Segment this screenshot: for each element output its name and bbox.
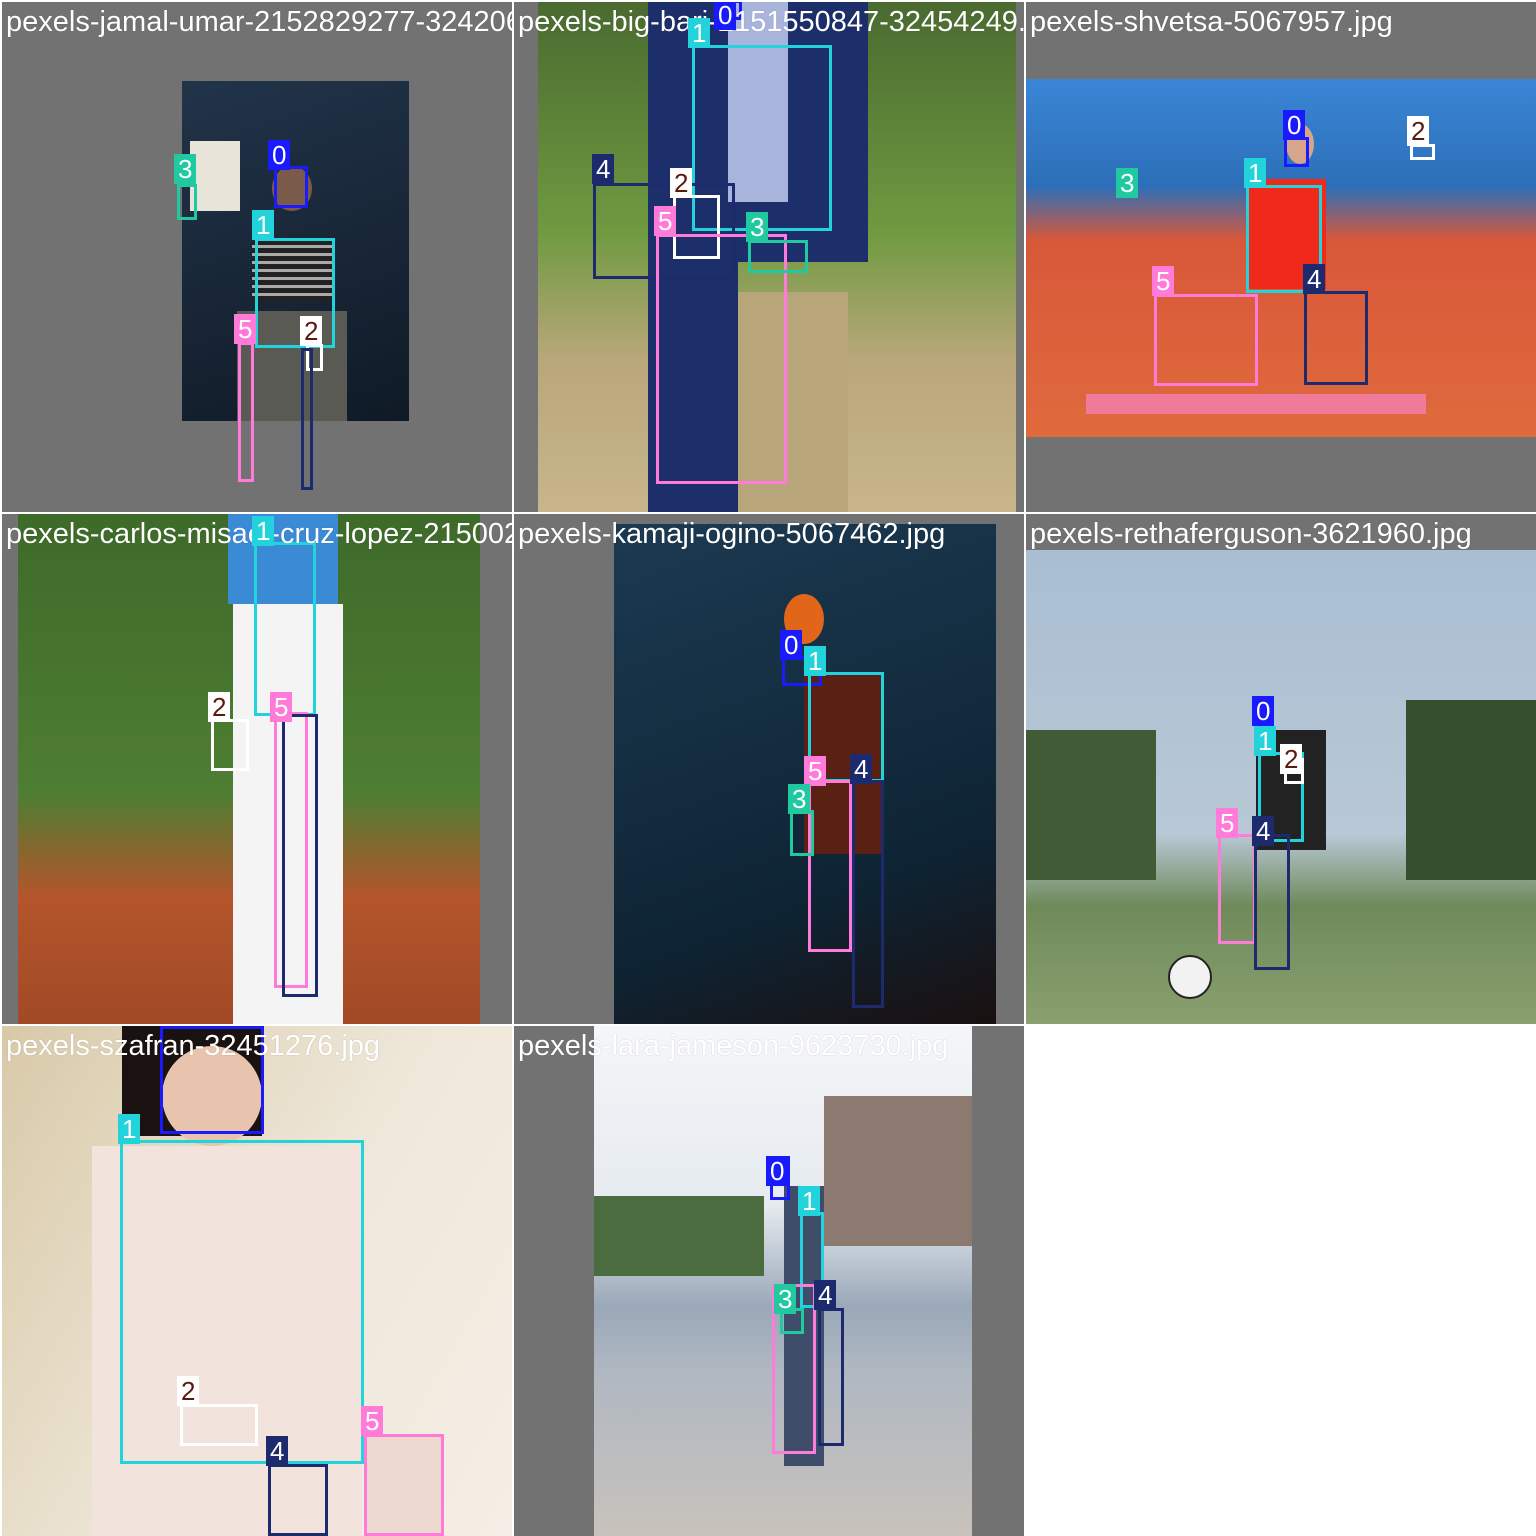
bbox-label-2: 2 bbox=[670, 168, 693, 198]
bbox-class-5 bbox=[656, 234, 787, 484]
bbox-label-4: 4 bbox=[266, 1436, 289, 1466]
bbox-label-5: 5 bbox=[804, 756, 827, 786]
bbox-label-1: 1 bbox=[798, 1186, 821, 1216]
bbox-label-3: 3 bbox=[746, 212, 769, 242]
tree-right bbox=[1406, 700, 1536, 880]
face bbox=[162, 1046, 262, 1146]
photo-woman-white-dress-garden bbox=[18, 514, 480, 1024]
bbox-label-0: 0 bbox=[766, 1156, 789, 1186]
blue-top bbox=[228, 514, 338, 604]
bbox-class-5 bbox=[808, 780, 852, 952]
bbox-label-5: 5 bbox=[361, 1406, 384, 1436]
striped-top bbox=[252, 241, 332, 301]
photo-woman-white-dress-bag bbox=[2, 1026, 512, 1536]
bbox-label-0: 0 bbox=[714, 2, 737, 30]
bbox-class-5 bbox=[238, 342, 254, 482]
bbox-class-1 bbox=[255, 238, 335, 348]
bbox-class-2 bbox=[211, 719, 249, 771]
bbox-class-4 bbox=[1254, 834, 1290, 970]
bbox-class-5 bbox=[1218, 834, 1256, 944]
bbox-class-4 bbox=[282, 714, 318, 997]
bbox-label-1: 1 bbox=[1244, 158, 1267, 188]
tile-7[interactable]: pexels-szafran-32451276.jpg 0 1 2 4 5 bbox=[2, 1026, 512, 1536]
bbox-label-4: 4 bbox=[592, 154, 615, 184]
bbox-label-4: 4 bbox=[1252, 816, 1275, 846]
bbox-label-1: 1 bbox=[1254, 726, 1277, 756]
bbox-label-4: 4 bbox=[1303, 264, 1326, 294]
bbox-label-0: 0 bbox=[1252, 696, 1275, 726]
bbox-class-0 bbox=[160, 1026, 264, 1134]
bbox-class-4 bbox=[818, 1308, 844, 1446]
city-buildings bbox=[824, 1096, 972, 1246]
bbox-label-1: 1 bbox=[804, 646, 827, 676]
bbox-label-5: 5 bbox=[654, 206, 677, 236]
tile-8[interactable]: pexels-lara-jameson-9623730.jpg 0 1 3 4 bbox=[514, 1026, 1024, 1536]
bbox-label-1: 1 bbox=[252, 210, 275, 240]
tile-5[interactable]: pexels-kamaji-ogino-5067462.jpg 0 1 5 4 … bbox=[514, 514, 1024, 1024]
trousers bbox=[648, 262, 738, 512]
yoga-mat bbox=[1086, 394, 1426, 414]
white-dress bbox=[233, 604, 343, 1024]
bbox-label-2: 2 bbox=[1407, 116, 1430, 146]
bbox-class-2 bbox=[1410, 144, 1435, 160]
bbox-label-2: 2 bbox=[1280, 744, 1303, 774]
tile-filename: pexels-rethaferguson-3621960.jpg bbox=[1030, 518, 1472, 550]
tree-left bbox=[1026, 730, 1156, 880]
soccer-ball bbox=[1168, 955, 1212, 999]
bbox-label-0: 0 bbox=[1283, 110, 1306, 140]
bbox-label-5: 5 bbox=[270, 692, 293, 722]
bbox-label-4: 4 bbox=[814, 1280, 837, 1310]
bbox-label-3: 3 bbox=[774, 1284, 797, 1314]
newspaper bbox=[190, 141, 240, 211]
tile-2[interactable]: pexels-big-bari-2151550847-32454249.jpg … bbox=[514, 2, 1024, 512]
bbox-label-5: 5 bbox=[1152, 266, 1175, 296]
bbox-label-1: 1 bbox=[688, 18, 711, 48]
bbox-class-4 bbox=[593, 183, 735, 279]
trees bbox=[594, 1196, 764, 1276]
bbox-label-0: 0 bbox=[780, 630, 803, 660]
bbox-label-1: 1 bbox=[118, 1114, 141, 1144]
photo-woman-newspaper bbox=[182, 81, 409, 421]
bbox-class-1 bbox=[120, 1140, 364, 1464]
bbox-label-2: 2 bbox=[208, 692, 231, 722]
bbox-class-3 bbox=[748, 240, 808, 273]
bbox-class-4 bbox=[1304, 291, 1368, 385]
ruffle-bag bbox=[364, 1436, 444, 1536]
bbox-class-0 bbox=[274, 166, 308, 208]
bbox-class-4 bbox=[852, 780, 884, 1008]
bbox-label-5: 5 bbox=[1216, 808, 1239, 838]
bbox-label-3: 3 bbox=[1116, 168, 1139, 198]
bbox-class-4 bbox=[268, 1464, 328, 1536]
shirt-tie bbox=[728, 2, 788, 202]
bbox-class-1 bbox=[254, 542, 316, 716]
bbox-label-2: 2 bbox=[177, 1376, 200, 1406]
tile-filename: pexels-shvetsa-5067957.jpg bbox=[1030, 6, 1393, 38]
bbox-label-5: 5 bbox=[234, 314, 257, 344]
bbox-label-2: 2 bbox=[300, 316, 323, 346]
bbox-class-5 bbox=[364, 1434, 444, 1536]
white-dress bbox=[92, 1146, 362, 1536]
tile-1[interactable]: pexels-jamal-umar-2152829277-32420639.jp… bbox=[2, 2, 512, 512]
bbox-label-3: 3 bbox=[174, 154, 197, 184]
walking-man bbox=[784, 1186, 824, 1466]
photo-man-soccer-ball bbox=[1026, 550, 1536, 1024]
photo-man-walking-waterfront bbox=[594, 1026, 972, 1536]
tile-3[interactable]: pexels-shvetsa-5067957.jpg 0 2 1 3 5 4 bbox=[1026, 2, 1536, 512]
bbox-label-0: 0 bbox=[268, 140, 291, 170]
tile-4[interactable]: pexels-carlos-misael-cruz-lopez-21500271… bbox=[2, 514, 512, 1024]
tile-filename: pexels-jamal-umar-2152829277-32420639.jp… bbox=[6, 6, 512, 38]
bbox-class-4 bbox=[301, 348, 313, 490]
bbox-class-5 bbox=[1154, 294, 1258, 386]
bbox-class-3 bbox=[177, 184, 197, 220]
bbox-label-3: 3 bbox=[788, 784, 811, 814]
bbox-label-4: 4 bbox=[850, 754, 873, 784]
bbox-label-1: 1 bbox=[252, 516, 275, 546]
bbox-class-3 bbox=[790, 810, 814, 856]
bbox-class-0 bbox=[1284, 137, 1309, 167]
bbox-class-2 bbox=[180, 1404, 258, 1446]
bbox-class-1 bbox=[1246, 185, 1322, 293]
tile-6[interactable]: pexels-rethaferguson-3621960.jpg 0 1 2 5… bbox=[1026, 514, 1536, 1024]
